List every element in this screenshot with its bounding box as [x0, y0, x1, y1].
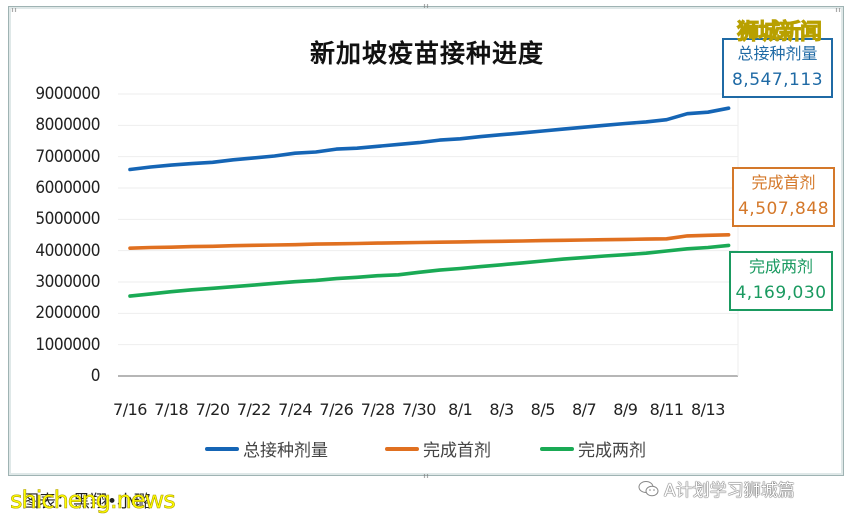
legend-swatch-green: [540, 446, 574, 451]
resize-handle-top-middle[interactable]: [423, 4, 429, 8]
watermark-top-right: 狮城新闻: [736, 20, 822, 46]
y-tick-label: 3000000: [35, 272, 100, 292]
series-line-second-dose: [128, 243, 731, 298]
resize-handle-top-right[interactable]: [835, 8, 841, 12]
x-tick-label: 8/3: [489, 400, 514, 419]
x-tick-label: 7/28: [360, 400, 395, 419]
callout-label: 总接种剂量: [737, 44, 818, 63]
callout-first-dose: 完成首剂 4,507,848: [732, 167, 835, 227]
callout-label: 完成首剂: [751, 173, 816, 192]
chart-caption: 图表：黑翔•小璐: [22, 492, 152, 512]
legend-item-total: 总接种剂量: [205, 436, 328, 461]
legend-swatch-blue: [205, 446, 239, 451]
y-tick-label: 5000000: [35, 209, 100, 230]
y-tick-label: 2000000: [35, 303, 100, 324]
y-tick-label: 7000000: [35, 146, 100, 167]
watermark-bottom-left: shicheng.news: [10, 486, 176, 515]
callout-value: 4,169,030: [735, 283, 827, 303]
resize-handle-top-left[interactable]: [11, 8, 17, 12]
x-tick-label: 7/24: [278, 400, 313, 419]
x-tick-label: 7/22: [236, 400, 271, 419]
x-tick-label: 7/20: [195, 400, 230, 419]
legend-label: 总接种剂量: [243, 441, 328, 461]
x-tick-label: 8/11: [649, 400, 684, 419]
x-tick-label: 8/1: [448, 400, 473, 419]
legend: 总接种剂量 完成首剂 完成两剂: [0, 436, 854, 461]
callout-total-doses: 总接种剂量 8,547,113: [722, 38, 833, 98]
callout-value: 4,507,848: [737, 199, 830, 219]
callout-second-dose: 完成两剂 4,169,030: [729, 251, 833, 311]
y-tick-label: 9000000: [35, 84, 100, 104]
x-tick-label: 7/18: [154, 400, 189, 419]
x-tick-label: 7/16: [113, 400, 147, 419]
legend-swatch-orange: [385, 446, 419, 451]
y-tick-label: 6000000: [35, 178, 100, 198]
series-line-first-dose: [128, 233, 731, 250]
y-tick-label: 1000000: [35, 334, 100, 355]
wechat-icon: [638, 480, 659, 496]
y-tick-label: 8000000: [35, 115, 100, 136]
x-tick-label: 8/7: [571, 400, 597, 419]
watermark-wechat-text: A计划学习狮城篇: [664, 481, 795, 501]
legend-item-second-dose: 完成两剂: [540, 436, 646, 461]
resize-handle-bottom-middle[interactable]: [423, 474, 429, 478]
x-tick-label: 8/13: [690, 400, 725, 419]
legend-label: 完成两剂: [578, 441, 646, 461]
y-tick-label: 4000000: [35, 240, 100, 261]
x-tick-label: 7/26: [319, 400, 354, 419]
x-tick-label: 8/5: [530, 400, 556, 419]
x-tick-label: 8/9: [613, 400, 638, 419]
callout-value: 8,547,113: [731, 70, 824, 90]
y-tick-label: 0: [90, 366, 101, 386]
legend-label: 完成首剂: [423, 441, 491, 461]
series-line-total: [128, 106, 731, 172]
watermark-wechat: A计划学习狮城篇: [638, 476, 795, 501]
x-tick-label: 7/30: [401, 400, 436, 419]
callout-label: 完成两剂: [748, 257, 813, 276]
legend-item-first-dose: 完成首剂: [385, 436, 491, 461]
chart-title: 新加坡疫苗接种进度: [309, 39, 544, 68]
